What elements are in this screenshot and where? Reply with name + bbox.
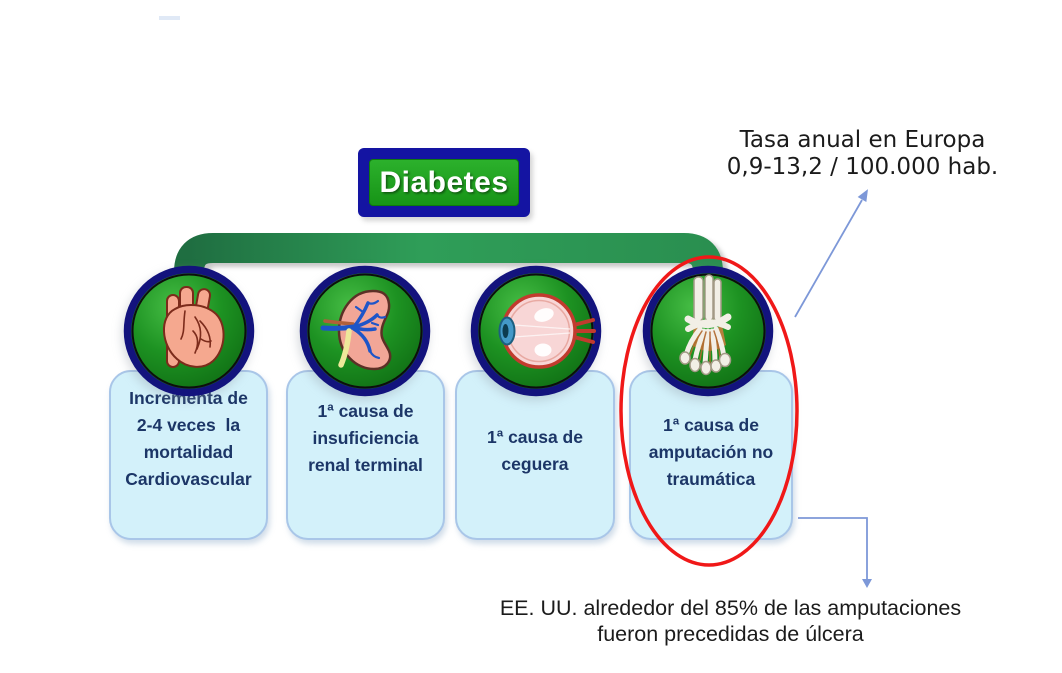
usa-ulcer-note: EE. UU. alrededor del 85% de las amputac…	[499, 596, 962, 646]
eye-icon	[498, 293, 596, 369]
circle-renal	[299, 265, 431, 397]
circle-amputation	[642, 265, 774, 397]
heart-icon	[162, 286, 225, 368]
circle-blindness	[470, 265, 602, 397]
diabetes-title-box: Diabetes	[358, 148, 530, 217]
card-renal-label: 1ª causa de insuficiencia renal terminal	[308, 401, 423, 475]
card-cardiovascular-label: Incrementa de 2-4 veces la mortalidad Ca…	[125, 388, 252, 489]
card-blindness-label: 1ª causa de ceguera	[487, 427, 583, 474]
diabetes-title-inner: Diabetes	[369, 159, 519, 206]
scan-artifact	[159, 16, 180, 20]
europe-rate-note: Tasa anual en Europa 0,9-13,2 / 100.000 …	[726, 127, 999, 180]
card-renal: 1ª causa de insuficiencia renal terminal	[286, 370, 445, 540]
arrow-up-right-icon	[794, 189, 868, 318]
page-title: Diabetes	[379, 165, 509, 199]
card-cardiovascular: Incrementa de 2-4 veces la mortalidad Ca…	[109, 370, 268, 540]
arrow-elbow-down-icon	[798, 517, 872, 588]
tree-bracket	[174, 233, 723, 298]
card-blindness: 1ª causa de ceguera	[455, 370, 615, 540]
kidney-icon	[320, 289, 392, 371]
circle-cardiovascular	[123, 265, 255, 397]
